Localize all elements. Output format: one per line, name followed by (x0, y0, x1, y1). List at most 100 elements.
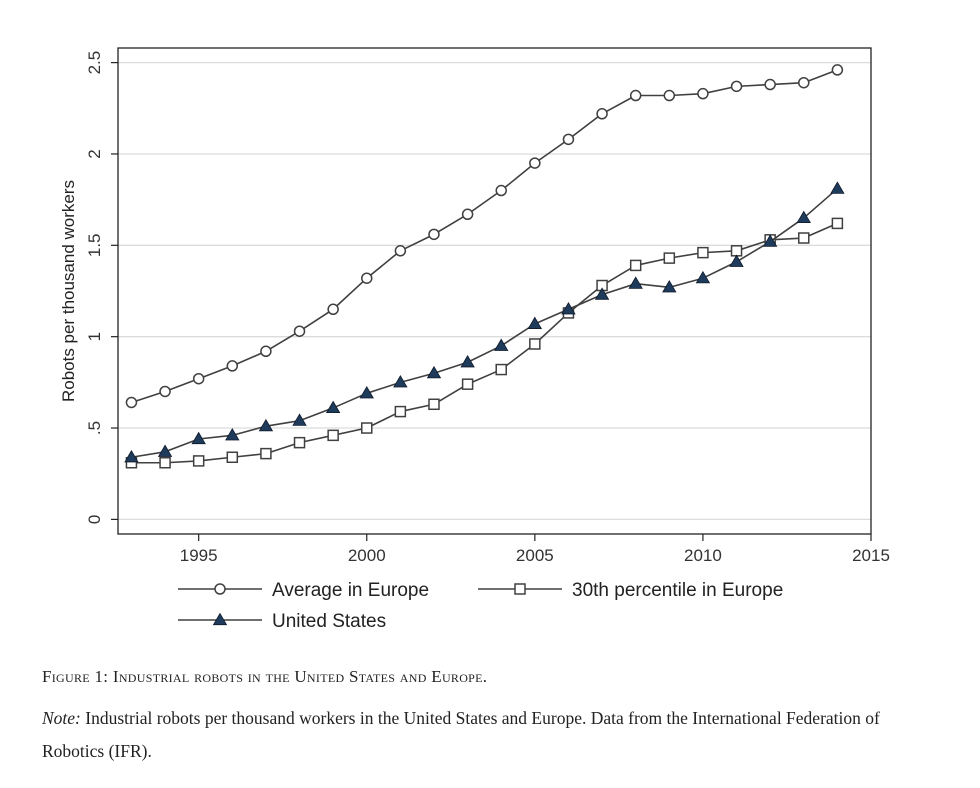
legend-label-average-in-europe: Average in Europe (272, 580, 429, 601)
data-point-united-states (157, 444, 173, 457)
legend-marker-united-states (212, 612, 228, 626)
data-point-united-states (359, 386, 374, 399)
figure-caption-title: Figure 1: Industrial robots in the Unite… (42, 667, 942, 687)
data-point-average-in-europe (697, 87, 709, 100)
data-point-average-in-europe (260, 345, 272, 358)
data-point-30th-percentile-in-europe (361, 422, 373, 434)
chart: 0 .5 1 1.5 2 2.5 1995 2000 2005 2010 2015 Robots p… (59, 47, 890, 632)
y-tick-label: 2 (85, 149, 104, 158)
data-point-average-in-europe (159, 385, 171, 398)
data-point-average-in-europe (764, 78, 776, 91)
data-point-average-in-europe (663, 89, 676, 102)
data-point-average-in-europe (596, 108, 608, 120)
y-tick-label: 2.5 (85, 51, 104, 75)
data-point-30th-percentile-in-europe (697, 246, 709, 259)
series-united-states (124, 181, 845, 463)
data-point-united-states (628, 276, 643, 289)
legend-marker-average-in-europe (214, 583, 226, 595)
y-tick-label: 1.5 (85, 234, 104, 258)
data-point-united-states (124, 449, 139, 463)
legend-item-30th-percentile-in-europe: 30th percentile in Europe (478, 580, 783, 601)
data-point-average-in-europe (562, 133, 575, 146)
data-point-united-states (695, 270, 711, 284)
data-point-average-in-europe (192, 372, 205, 385)
series-average-in-europe (125, 64, 844, 409)
data-point-united-states (729, 254, 744, 267)
note-label: Note: (42, 708, 81, 728)
data-point-30th-percentile-in-europe (798, 232, 810, 244)
data-point-30th-percentile-in-europe (495, 363, 507, 376)
data-point-average-in-europe (361, 272, 373, 284)
data-point-united-states (393, 375, 408, 388)
y-tick-label: 1 (85, 332, 104, 341)
data-point-30th-percentile-in-europe (730, 245, 743, 257)
legend-item-united-states: United States (178, 611, 386, 632)
series-line-average-in-europe (131, 69, 838, 404)
data-point-united-states (258, 418, 274, 432)
data-point-average-in-europe (629, 89, 642, 102)
legend: Average in Europe 30th percentile in Euro… (178, 580, 783, 632)
gridlines (118, 61, 871, 521)
legend-item-average-in-europe: Average in Europe (178, 580, 429, 601)
data-point-30th-percentile-in-europe (629, 259, 642, 272)
series-line-30th-percentile-in-europe (131, 222, 838, 464)
data-point-united-states (494, 338, 509, 351)
data-point-average-in-europe (529, 157, 541, 169)
data-point-united-states (527, 316, 543, 329)
y-tick-label: .5 (85, 421, 104, 435)
data-point-average-in-europe (226, 360, 239, 372)
y-axis-title: Robots per thousand workers (59, 180, 78, 402)
data-point-30th-percentile-in-europe (663, 252, 676, 264)
data-point-united-states (325, 400, 341, 414)
data-point-30th-percentile-in-europe (529, 338, 541, 350)
x-tick-label: 1995 (180, 546, 218, 565)
data-point-30th-percentile-in-europe (159, 456, 171, 469)
legend-label-30th-percentile-in-europe: 30th percentile in Europe (572, 580, 783, 601)
series-30th-percentile-in-europe (125, 217, 844, 469)
plot-frame (117, 47, 872, 535)
data-point-30th-percentile-in-europe (428, 398, 440, 411)
legend-marker-30th-percentile-in-europe (514, 583, 526, 595)
axes: 0 .5 1 1.5 2 2.5 1995 2000 2005 2010 2015 (85, 51, 890, 565)
data-point-united-states (796, 210, 811, 223)
data-point-average-in-europe (327, 303, 339, 316)
data-point-average-in-europe (394, 245, 407, 257)
data-point-united-states (594, 287, 610, 300)
data-point-30th-percentile-in-europe (831, 217, 844, 230)
data-point-average-in-europe (125, 396, 138, 409)
figure-note: Note: Industrial robots per thousand wor… (42, 702, 942, 768)
figure-label: Figure 1: (42, 667, 109, 686)
data-point-30th-percentile-in-europe (192, 455, 205, 467)
x-tick-label: 2005 (516, 546, 554, 565)
data-point-united-states (830, 181, 845, 194)
data-point-average-in-europe (428, 228, 440, 241)
data-point-united-states (561, 301, 576, 315)
data-point-average-in-europe (730, 80, 743, 93)
data-point-average-in-europe (293, 325, 306, 337)
data-point-united-states (225, 428, 240, 441)
data-point-average-in-europe (495, 184, 507, 197)
data-point-30th-percentile-in-europe (327, 429, 339, 442)
data-point-average-in-europe (461, 208, 474, 221)
data-point-united-states (662, 280, 677, 293)
series (124, 64, 845, 469)
data-point-30th-percentile-in-europe (461, 378, 474, 390)
figure-title-text: Industrial robots in the United States a… (112, 667, 488, 686)
note-text: Industrial robots per thousand workers i… (42, 708, 880, 761)
data-point-united-states (191, 431, 206, 445)
x-tick-label: 2015 (852, 546, 890, 565)
series-line-united-states (131, 188, 838, 459)
data-point-30th-percentile-in-europe (226, 451, 239, 464)
legend-label-united-states: United States (272, 611, 386, 632)
data-point-30th-percentile-in-europe (394, 405, 407, 418)
data-point-united-states (762, 234, 778, 247)
data-point-average-in-europe (831, 64, 844, 76)
x-tick-label: 2010 (684, 546, 722, 565)
data-point-united-states (460, 354, 475, 368)
data-point-30th-percentile-in-europe (260, 447, 272, 460)
data-point-united-states (426, 365, 442, 379)
data-point-average-in-europe (798, 76, 810, 89)
data-point-united-states (292, 413, 307, 426)
x-tick-label: 2000 (348, 546, 386, 565)
y-tick-label: 0 (85, 515, 104, 524)
